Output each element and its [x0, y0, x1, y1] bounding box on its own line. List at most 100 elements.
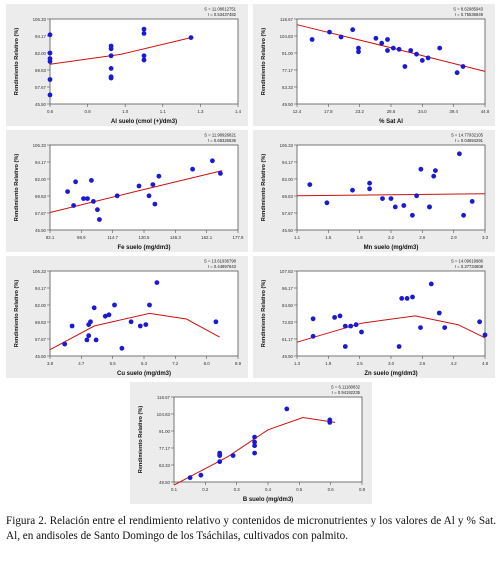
x-tick-label: 1.1: [160, 109, 167, 114]
data-point: [143, 322, 149, 327]
data-point: [402, 64, 408, 69]
x-tick-label: 0.5: [296, 487, 303, 492]
data-point: [136, 183, 142, 189]
data-point: [141, 26, 147, 32]
data-point: [141, 53, 147, 59]
data-point: [350, 187, 355, 193]
x-tick-label: 1.0: [122, 109, 129, 114]
data-point: [217, 450, 223, 456]
chart-mn-suelo: 45.50 57.67 69.83 82.00 94.17 106.33 1.1 1.5 1.8…: [253, 130, 495, 252]
x-tick-label: 114.7: [107, 235, 118, 240]
data-point: [350, 27, 356, 33]
x-tick-label: 5.5: [110, 361, 117, 366]
data-point: [457, 151, 462, 157]
data-point: [47, 32, 53, 38]
regression-curve: [49, 312, 220, 351]
x-tick-label: 8.9: [235, 361, 242, 366]
y-tick-label: 57.67: [282, 211, 294, 216]
data-point: [187, 475, 193, 481]
chart-sat-al: 49.50 63.33 77.17 91.00 104.83 118.67 12.4 17.8…: [253, 4, 495, 126]
data-point: [454, 70, 460, 76]
x-tick-label: 3.6: [419, 361, 426, 366]
data-point: [141, 31, 147, 36]
data-point: [356, 45, 361, 51]
data-point: [146, 193, 152, 199]
x-axis-label: B suelo (mg/dm3): [243, 497, 293, 503]
data-point: [390, 45, 396, 51]
data-point: [425, 55, 431, 61]
data-point: [91, 305, 97, 311]
data-point: [102, 313, 108, 319]
x-tick-label: 2.2: [388, 235, 395, 240]
x-axis-label: Mn suelo (mg/dm3): [364, 245, 419, 251]
data-point: [84, 337, 90, 343]
data-point: [47, 92, 53, 98]
data-point: [128, 319, 134, 325]
y-tick-label: 107.83: [280, 269, 294, 274]
data-point: [433, 168, 438, 173]
y-tick-label: 45.50: [35, 102, 47, 107]
y-tick-label: 91.00: [282, 51, 294, 56]
data-point: [477, 319, 482, 325]
figure-caption: Figura 2. Relación entre el rendimiento …: [6, 515, 496, 542]
data-point: [152, 201, 158, 207]
x-tick-label: 177.9: [233, 235, 245, 240]
data-point: [419, 58, 425, 63]
data-point: [327, 420, 333, 425]
x-tick-label: 23.2: [355, 109, 364, 114]
stat-s-label: S = 6.11180832: [331, 385, 361, 390]
regression-curve: [49, 170, 223, 213]
data-point: [213, 319, 219, 325]
data-point: [332, 315, 337, 320]
data-point: [356, 49, 361, 55]
data-point: [73, 179, 78, 185]
data-point: [385, 48, 390, 53]
x-axis-label: % Sat Al: [379, 119, 403, 125]
data-point: [410, 294, 415, 300]
y-tick-label: 104.83: [157, 412, 171, 417]
stat-s-label: S = 11.08612751: [204, 7, 236, 12]
stat-r-label: r = 0.94192235: [332, 390, 361, 395]
y-tick-label: 82.00: [35, 51, 47, 56]
data-point: [47, 59, 53, 64]
x-axis-label: Al suelo (cmol (+)/dm3): [111, 119, 177, 125]
y-tick-label: 49.50: [159, 480, 171, 485]
data-point: [307, 182, 313, 187]
data-point: [81, 196, 86, 201]
data-point: [359, 329, 364, 335]
data-point: [401, 203, 407, 208]
y-tick-label: 69.83: [35, 68, 47, 73]
y-tick-label: 69.83: [282, 194, 294, 199]
data-point: [410, 212, 415, 218]
x-tick-label: 1.3: [294, 361, 301, 366]
y-tick-label: 91.00: [159, 429, 171, 434]
data-point: [97, 217, 102, 222]
plot-area: [296, 144, 486, 231]
y-tick-label: 45.50: [35, 228, 47, 233]
x-tick-label: 39.4: [449, 109, 458, 114]
stat-s-label: S = 14.77932105: [451, 133, 484, 138]
y-axis-label: Rendimiento Relativo (%): [138, 406, 144, 474]
data-point: [482, 332, 488, 338]
x-tick-label: 1.5: [325, 235, 332, 240]
y-axis-label: Rendimiento Relativo (%): [14, 28, 20, 96]
plot-area: [296, 270, 486, 357]
data-point: [141, 57, 147, 63]
data-point: [198, 472, 204, 478]
x-tick-label: 0.3: [234, 487, 241, 492]
x-tick-label: 1.4: [235, 109, 242, 114]
data-point: [150, 182, 156, 187]
data-point: [190, 166, 196, 172]
data-point: [379, 40, 385, 46]
y-tick-label: 49.50: [282, 354, 294, 359]
data-point: [114, 193, 120, 199]
y-tick-label: 63.33: [282, 85, 294, 90]
x-tick-label: 4.2: [451, 361, 458, 366]
y-tick-label: 57.67: [35, 211, 47, 216]
x-tick-label: 0.6: [47, 109, 54, 114]
data-point: [399, 296, 405, 301]
chart-b-suelo: 49.50 63.33 77.17 91.00 104.83 118.67 0.1 0.2 0.…: [130, 382, 372, 504]
data-point: [156, 173, 162, 179]
stat-r-label: r = 0.44897643: [208, 264, 237, 269]
plot-area: [296, 18, 486, 105]
